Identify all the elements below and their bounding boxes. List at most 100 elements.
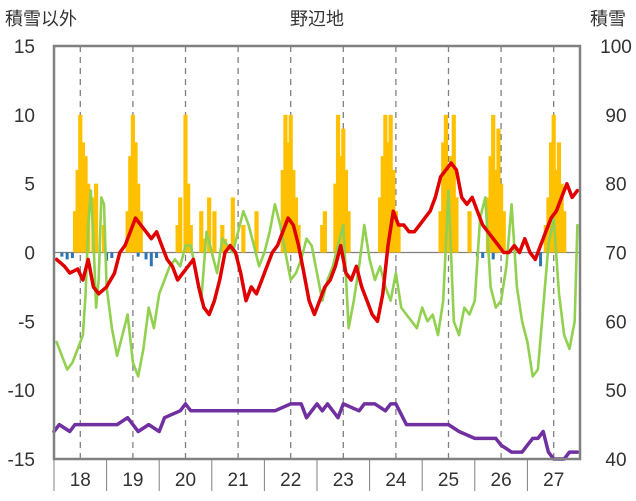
precip-bar (491, 114, 496, 253)
x-tick-label: 25 (438, 470, 459, 491)
left-tick-label: 15 (14, 37, 35, 58)
precip-bar (254, 211, 259, 253)
x-tick-label: 18 (70, 470, 91, 491)
precip-bar (78, 114, 83, 253)
precip-bar (293, 197, 299, 253)
precip-bar (441, 142, 446, 253)
negative-bar (144, 252, 148, 260)
negative-bar (110, 252, 114, 259)
precip-bar (186, 183, 191, 253)
negative-bar (491, 252, 495, 260)
precip-bar (183, 114, 188, 253)
precip-bar (83, 156, 88, 253)
precip-bar (280, 169, 285, 253)
x-tick-label: 23 (333, 470, 354, 491)
precip-bar (341, 128, 346, 253)
negative-bar (60, 252, 64, 257)
right-tick-label: 40 (605, 450, 626, 471)
negative-bar (481, 252, 485, 259)
precip-bar (543, 224, 548, 253)
precip-bar (138, 211, 143, 253)
right-tick-label: 100 (600, 37, 632, 58)
precip-bar (438, 211, 443, 253)
x-tick-label: 22 (280, 470, 301, 491)
precip-bar (467, 211, 472, 253)
precip-bar (199, 211, 204, 253)
left-axis-label: 積雪以外 (5, 9, 77, 30)
precip-bar (388, 114, 393, 253)
precip-bar (133, 142, 138, 253)
precip-bar (320, 224, 325, 253)
precip-bar (380, 156, 385, 253)
right-tick-label: 80 (605, 175, 626, 196)
precip-bar (283, 114, 288, 253)
precip-bar (322, 211, 327, 253)
precip-bar (335, 114, 341, 253)
precip-bar (449, 156, 454, 253)
precip-bar (501, 211, 506, 253)
precip-bar (383, 114, 388, 253)
precip-bar (125, 211, 130, 253)
precip-bar (75, 169, 80, 253)
precip-bar (343, 169, 349, 253)
left-tick-label: -10 (8, 381, 35, 402)
precip-bar (396, 224, 401, 253)
precip-bar (128, 156, 133, 253)
line-layer (52, 161, 580, 461)
right-tick-label: 50 (605, 381, 626, 402)
precip-bar (285, 142, 291, 253)
temperature-line (54, 161, 580, 324)
x-tick-label: 21 (228, 470, 249, 491)
negative-bar (539, 252, 543, 267)
negative-bar (149, 252, 153, 267)
precip-bar (488, 156, 493, 253)
precip-bar (548, 142, 554, 253)
precip-bar (93, 183, 99, 253)
precip-bar (496, 128, 501, 253)
precip-bar (136, 183, 141, 253)
precip-bar (385, 142, 391, 253)
humidity-like-line (55, 189, 579, 378)
precip-bar (188, 224, 193, 253)
negative-bar (136, 252, 140, 257)
left-tick-label: 5 (24, 175, 35, 196)
x-tick-label: 27 (543, 470, 564, 491)
precip-bar (175, 224, 180, 253)
precip-bar (562, 211, 567, 253)
precip-bar (559, 183, 564, 253)
precip-bar (346, 211, 351, 253)
precip-bar (556, 142, 562, 253)
left-tick-label: -5 (18, 312, 35, 333)
negative-bar (155, 252, 159, 259)
precip-bar (499, 183, 504, 253)
precip-bar (222, 238, 228, 253)
precip-bar (378, 197, 383, 253)
negative-bar (65, 252, 69, 260)
precip-bar (212, 211, 217, 253)
precip-bar (80, 142, 86, 253)
left-tick-label: 10 (14, 106, 35, 127)
precip-bar (241, 224, 246, 253)
precip-bar (130, 114, 135, 253)
x-tick-label: 19 (122, 470, 143, 491)
left-tick-label: -15 (8, 450, 35, 471)
precip-bar (291, 169, 296, 253)
right-axis-label: 積雪 (590, 9, 626, 30)
snow-depth-line (52, 402, 580, 461)
chart-title: 野辺地 (290, 9, 344, 30)
negative-bar (70, 252, 74, 259)
right-tick-label: 70 (605, 244, 626, 265)
precip-bar (451, 114, 456, 253)
precip-bar (288, 114, 293, 253)
precip-bar (443, 114, 448, 253)
precip-bar (201, 238, 207, 253)
precip-bar (338, 156, 343, 253)
x-tick-label: 24 (385, 470, 407, 491)
precip-bar (493, 169, 498, 253)
precip-bar (333, 183, 338, 253)
x-tick-label: 26 (491, 470, 512, 491)
precip-bar (454, 197, 459, 253)
precip-bar (72, 211, 78, 253)
